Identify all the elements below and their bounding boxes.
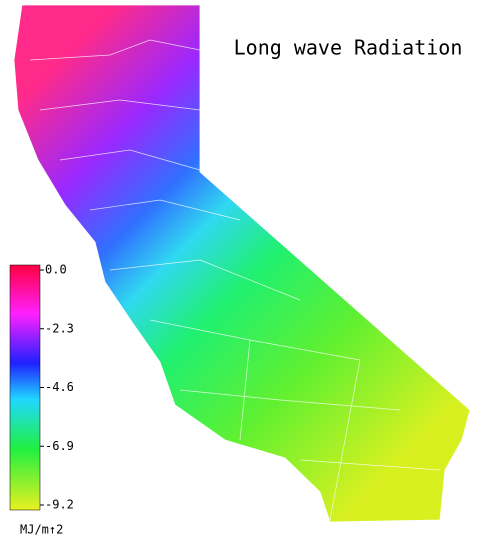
colorbar-tick-label: -4.6 <box>45 380 74 394</box>
colorbar <box>9 264 41 511</box>
california-map <box>13 4 471 523</box>
county-lines <box>29 39 441 521</box>
map-title: Long wave Radiation <box>234 36 463 60</box>
colorbar-tick-label: -2.3 <box>45 321 74 335</box>
colorbar-tick-label: -6.9 <box>45 439 74 453</box>
colorbar-tick-label: -9.2 <box>45 498 74 512</box>
colorbar-tick-label: 0.0 <box>45 263 67 277</box>
colorbar-unit: MJ/m↑2 <box>20 523 63 537</box>
